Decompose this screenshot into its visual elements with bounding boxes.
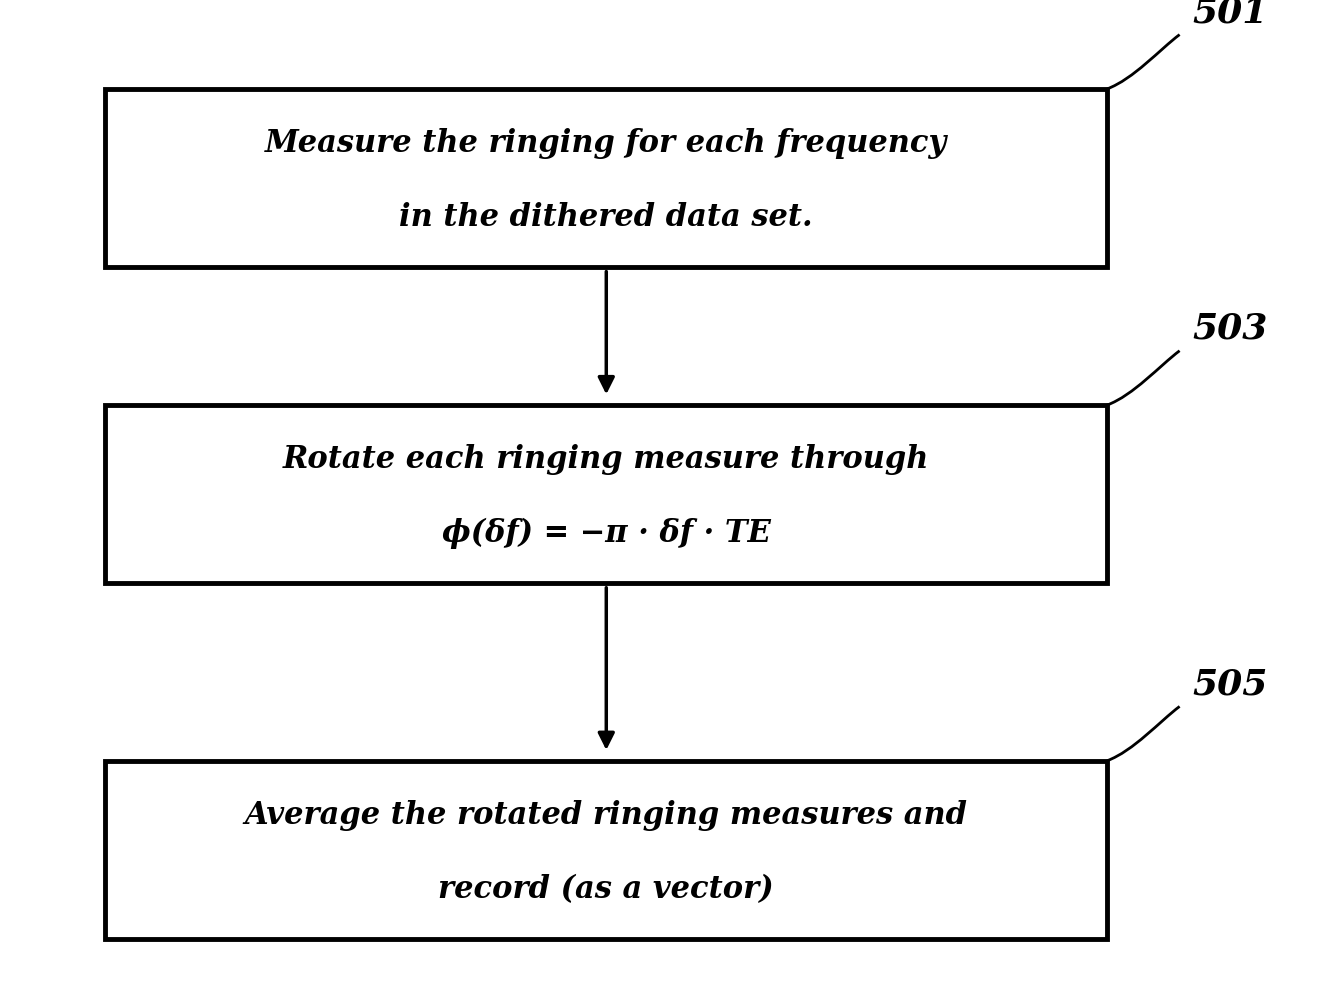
Text: Average the rotated ringing measures and: Average the rotated ringing measures and [245,799,967,831]
Text: ϕ(δf) = −π · δf · TE: ϕ(δf) = −π · δf · TE [442,518,771,549]
Text: Rotate each ringing measure through: Rotate each ringing measure through [283,444,929,475]
Bar [105,89,1107,267]
Text: Measure the ringing for each frequency: Measure the ringing for each frequency [265,127,948,159]
Text: 501: 501 [1193,0,1268,30]
Bar [105,405,1107,583]
Text: 505: 505 [1193,668,1268,701]
Text: record (as a vector): record (as a vector) [439,873,774,905]
Bar [105,761,1107,939]
Text: in the dithered data set.: in the dithered data set. [399,202,813,233]
Text: 503: 503 [1193,312,1268,346]
